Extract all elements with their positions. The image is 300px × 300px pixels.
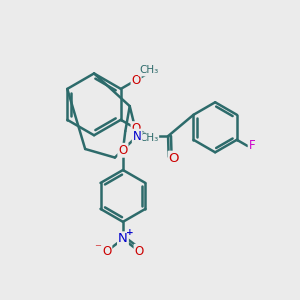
Text: N: N — [118, 232, 128, 245]
Text: O: O — [169, 152, 179, 165]
Text: O: O — [131, 122, 141, 135]
Text: O: O — [102, 245, 111, 258]
Text: O: O — [131, 74, 141, 87]
Text: O: O — [118, 144, 128, 157]
Text: N: N — [133, 130, 142, 142]
Text: ⁻: ⁻ — [94, 242, 101, 255]
Text: CH₃: CH₃ — [139, 133, 158, 143]
Text: CH₃: CH₃ — [139, 65, 158, 76]
Text: +: + — [126, 228, 133, 237]
Text: F: F — [249, 140, 255, 152]
Text: O: O — [134, 245, 144, 258]
